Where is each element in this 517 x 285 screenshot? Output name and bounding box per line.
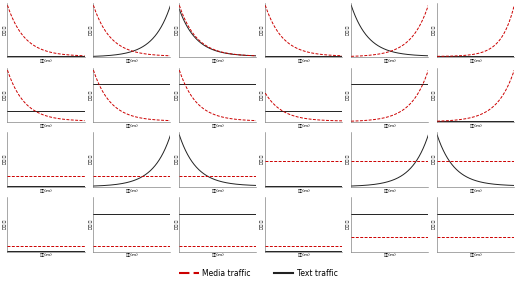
X-axis label: 시간(m): 시간(m) — [126, 58, 139, 62]
X-axis label: 시간(m): 시간(m) — [211, 123, 224, 127]
Y-axis label: 패킷 수: 패킷 수 — [432, 25, 436, 35]
Y-axis label: 패킷 수: 패킷 수 — [175, 25, 179, 35]
X-axis label: 시간(m): 시간(m) — [297, 123, 310, 127]
Y-axis label: 패킷 수: 패킷 수 — [89, 25, 93, 35]
Y-axis label: 패킷 수: 패킷 수 — [175, 155, 179, 164]
Y-axis label: 패킷 수: 패킷 수 — [261, 220, 265, 229]
X-axis label: 시간(m): 시간(m) — [297, 188, 310, 192]
X-axis label: 시간(m): 시간(m) — [384, 123, 396, 127]
Y-axis label: 패킷 수: 패킷 수 — [3, 155, 7, 164]
X-axis label: 시간(m): 시간(m) — [469, 123, 482, 127]
X-axis label: 시간(m): 시간(m) — [40, 188, 52, 192]
X-axis label: 시간(m): 시간(m) — [126, 123, 139, 127]
Y-axis label: 패킷 수: 패킷 수 — [261, 25, 265, 35]
X-axis label: 시간(m): 시간(m) — [384, 58, 396, 62]
Y-axis label: 패킷 수: 패킷 수 — [346, 155, 351, 164]
X-axis label: 시간(m): 시간(m) — [40, 253, 52, 256]
X-axis label: 시간(m): 시간(m) — [469, 58, 482, 62]
X-axis label: 시간(m): 시간(m) — [211, 58, 224, 62]
Y-axis label: 패킷 수: 패킷 수 — [432, 90, 436, 99]
X-axis label: 시간(m): 시간(m) — [126, 253, 139, 256]
Y-axis label: 패킷 수: 패킷 수 — [89, 220, 93, 229]
Y-axis label: 패킷 수: 패킷 수 — [89, 90, 93, 99]
Y-axis label: 패킷 수: 패킷 수 — [3, 25, 7, 35]
Y-axis label: 패킷 수: 패킷 수 — [346, 25, 351, 35]
Y-axis label: 패킷 수: 패킷 수 — [3, 90, 7, 99]
X-axis label: 시간(m): 시간(m) — [40, 123, 52, 127]
X-axis label: 시간(m): 시간(m) — [384, 188, 396, 192]
Y-axis label: 패킷 수: 패킷 수 — [3, 220, 7, 229]
X-axis label: 시간(m): 시간(m) — [297, 58, 310, 62]
Y-axis label: 패킷 수: 패킷 수 — [261, 90, 265, 99]
X-axis label: 시간(m): 시간(m) — [211, 253, 224, 256]
Y-axis label: 패킷 수: 패킷 수 — [432, 220, 436, 229]
Y-axis label: 패킷 수: 패킷 수 — [346, 90, 351, 99]
X-axis label: 시간(m): 시간(m) — [126, 188, 139, 192]
Y-axis label: 패킷 수: 패킷 수 — [261, 155, 265, 164]
X-axis label: 시간(m): 시간(m) — [384, 253, 396, 256]
Y-axis label: 패킷 수: 패킷 수 — [89, 155, 93, 164]
Legend: Media traffic, Text traffic: Media traffic, Text traffic — [176, 266, 341, 281]
Y-axis label: 패킷 수: 패킷 수 — [346, 220, 351, 229]
Y-axis label: 패킷 수: 패킷 수 — [175, 220, 179, 229]
X-axis label: 시간(m): 시간(m) — [297, 253, 310, 256]
X-axis label: 시간(m): 시간(m) — [469, 188, 482, 192]
Y-axis label: 패킷 수: 패킷 수 — [175, 90, 179, 99]
Y-axis label: 패킷 수: 패킷 수 — [432, 155, 436, 164]
X-axis label: 시간(m): 시간(m) — [469, 253, 482, 256]
X-axis label: 시간(m): 시간(m) — [211, 188, 224, 192]
X-axis label: 시간(m): 시간(m) — [40, 58, 52, 62]
